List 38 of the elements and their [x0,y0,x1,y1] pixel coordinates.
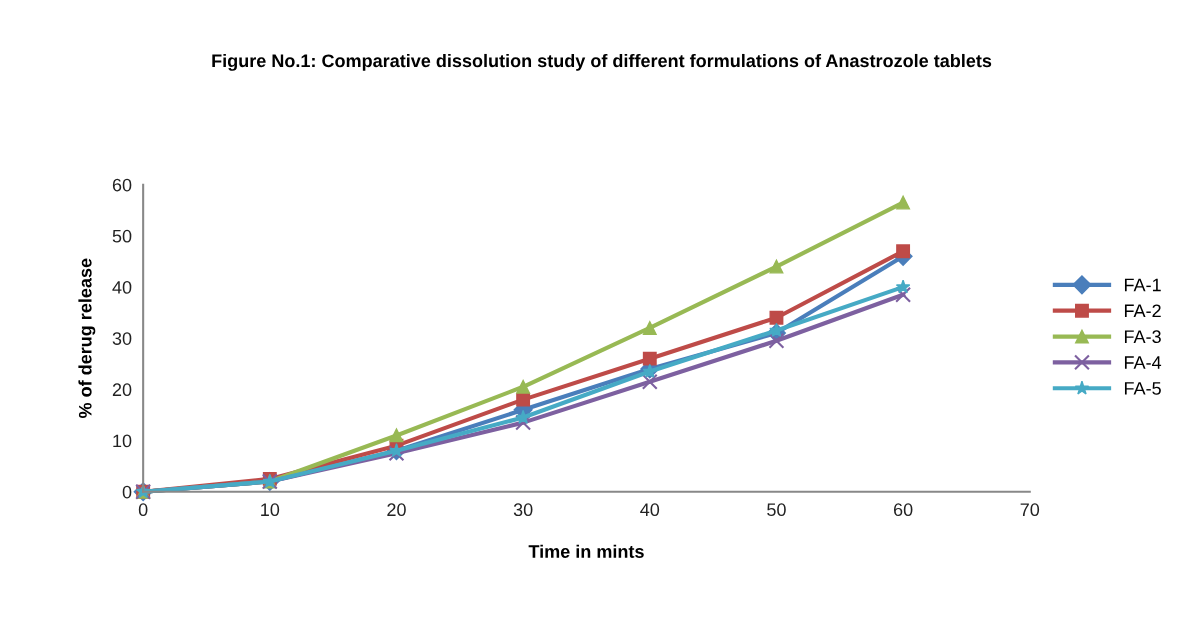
point [642,321,657,335]
point [896,195,911,210]
legend-label: FA-2 [1124,304,1161,318]
legend-label: FA-1 [1124,278,1161,292]
legend-label: FA-5 [1124,382,1161,395]
point [388,445,405,462]
x-tick-label: 30 [513,503,533,517]
point [389,428,404,443]
point [516,392,531,407]
x-tick-label: 70 [1020,503,1040,517]
x-tick-label: 10 [261,503,280,517]
y-tick-label: 20 [112,383,132,397]
point [769,310,784,325]
y-tick-label: 0 [122,485,132,499]
point [515,414,532,431]
x-tick-label: 40 [640,503,660,517]
y-tick-label: 10 [113,434,132,448]
point [641,373,658,390]
y-axis-title: % of derug release [78,258,96,419]
chart-title: Figure No.1: Comparative dissolution study of different formulations of Anastrozole tablets [212,53,992,71]
x-tick-label: 50 [767,503,786,517]
point [769,259,784,274]
y-tick-label: 30 [112,332,132,345]
x-tick-label: 60 [893,503,913,517]
point [896,244,911,259]
y-tick-label: 60 [112,178,132,192]
point [895,286,912,303]
x-tick-label: 0 [138,503,148,517]
legend-label: FA-3 [1124,330,1161,344]
x-axis-title: Time in mints [528,544,644,558]
point [642,351,657,366]
point [768,332,785,349]
point [516,379,531,394]
y-tick-label: 40 [112,280,132,294]
legend-label: FA-4 [1124,356,1162,369]
x-tick-label: 20 [387,503,406,517]
point [895,279,911,294]
y-tick-label: 50 [112,229,132,243]
